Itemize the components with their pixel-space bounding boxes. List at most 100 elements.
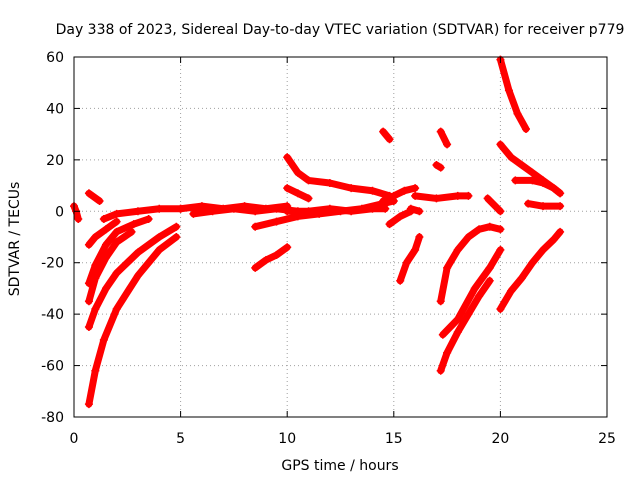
x-tick-label: 25 xyxy=(598,431,616,447)
data-point xyxy=(402,258,411,267)
data-point xyxy=(84,400,93,409)
data-point xyxy=(496,245,505,254)
data-arc xyxy=(496,228,564,313)
data-point xyxy=(517,161,526,169)
data-point xyxy=(539,245,548,254)
x-tick-label: 20 xyxy=(491,431,509,447)
data-point xyxy=(91,366,100,375)
data-series-arc-ae xyxy=(524,199,565,211)
data-point xyxy=(485,263,494,272)
data-point xyxy=(155,233,164,241)
data-point xyxy=(539,179,548,187)
data-point xyxy=(368,204,377,213)
data-point xyxy=(485,222,494,231)
data-point xyxy=(464,310,473,319)
data-series-arc-p xyxy=(379,127,394,144)
data-point xyxy=(133,271,142,280)
data-point xyxy=(112,227,121,236)
data-point xyxy=(475,225,484,234)
data-point xyxy=(251,207,260,216)
data-point xyxy=(283,207,292,216)
data-point xyxy=(453,328,462,337)
data-point xyxy=(504,86,513,95)
data-point xyxy=(483,194,492,203)
data-point xyxy=(496,305,505,313)
data-point xyxy=(101,240,110,249)
data-point xyxy=(283,184,292,193)
data-arc xyxy=(251,243,291,272)
y-tick-label: -60 xyxy=(41,359,64,375)
data-point xyxy=(112,269,121,277)
data-arc xyxy=(396,233,423,285)
data-point xyxy=(549,235,558,244)
data-point xyxy=(325,179,334,187)
data-point xyxy=(528,258,537,267)
data-point xyxy=(453,191,462,200)
data-point xyxy=(475,292,484,301)
data-series-arc-z xyxy=(438,245,505,339)
data-point xyxy=(411,184,420,193)
data-point xyxy=(99,215,108,223)
data-arc xyxy=(411,192,472,202)
data-series-arc-e xyxy=(84,215,153,288)
data-series-arc-k xyxy=(251,243,292,272)
data-point xyxy=(84,323,93,331)
data-point xyxy=(176,204,185,213)
y-tick-label: -20 xyxy=(41,256,64,272)
data-point xyxy=(556,202,565,211)
data-point xyxy=(436,163,445,172)
data-series-arc-aa xyxy=(483,194,505,216)
data-series xyxy=(70,55,565,409)
data-point xyxy=(197,202,206,211)
data-point xyxy=(251,263,260,272)
data-series-arc-l xyxy=(251,197,398,231)
data-arc xyxy=(85,215,153,287)
data-point xyxy=(347,207,356,216)
data-point xyxy=(379,197,388,205)
data-series-arc-w xyxy=(436,127,452,149)
data-point xyxy=(507,287,516,295)
data-point xyxy=(485,276,494,285)
data-point xyxy=(496,140,505,149)
data-point xyxy=(470,284,479,293)
data-point xyxy=(443,348,452,357)
data-point xyxy=(101,253,110,262)
data-point xyxy=(112,238,121,247)
data-series-arc-h xyxy=(84,189,104,205)
data-arc xyxy=(437,128,451,148)
data-point xyxy=(513,109,522,118)
data-point xyxy=(385,135,394,144)
data-point xyxy=(172,233,181,241)
data-point xyxy=(304,176,313,185)
data-series-arc-v xyxy=(432,161,445,172)
data-point xyxy=(396,276,405,285)
data-point xyxy=(436,297,445,306)
data-point xyxy=(325,204,334,213)
data-point xyxy=(432,194,441,203)
data-series-arc-y xyxy=(436,276,494,375)
data-series-arc-a xyxy=(70,202,83,223)
data-point xyxy=(524,199,533,208)
data-point xyxy=(385,220,394,229)
data-point xyxy=(293,168,302,177)
data-point xyxy=(556,227,565,236)
y-tick-label: 0 xyxy=(55,204,64,220)
data-series-arc-ab xyxy=(496,55,530,133)
data-arc xyxy=(85,218,121,249)
chart-title: Day 338 of 2023, Sidereal Day-to-day VTE… xyxy=(56,22,625,38)
data-point xyxy=(549,184,558,193)
data-point xyxy=(389,191,398,200)
data-point xyxy=(436,127,445,136)
data-point xyxy=(112,209,121,218)
data-series-arc-o xyxy=(283,184,313,203)
data-point xyxy=(528,176,537,185)
x-tick-label: 15 xyxy=(385,431,403,447)
data-point xyxy=(443,263,452,272)
data-arc xyxy=(379,128,394,143)
data-point xyxy=(84,189,93,198)
data-point xyxy=(272,217,281,226)
data-point xyxy=(517,274,526,283)
data-point xyxy=(436,366,445,375)
data-series-arc-s xyxy=(406,204,424,216)
